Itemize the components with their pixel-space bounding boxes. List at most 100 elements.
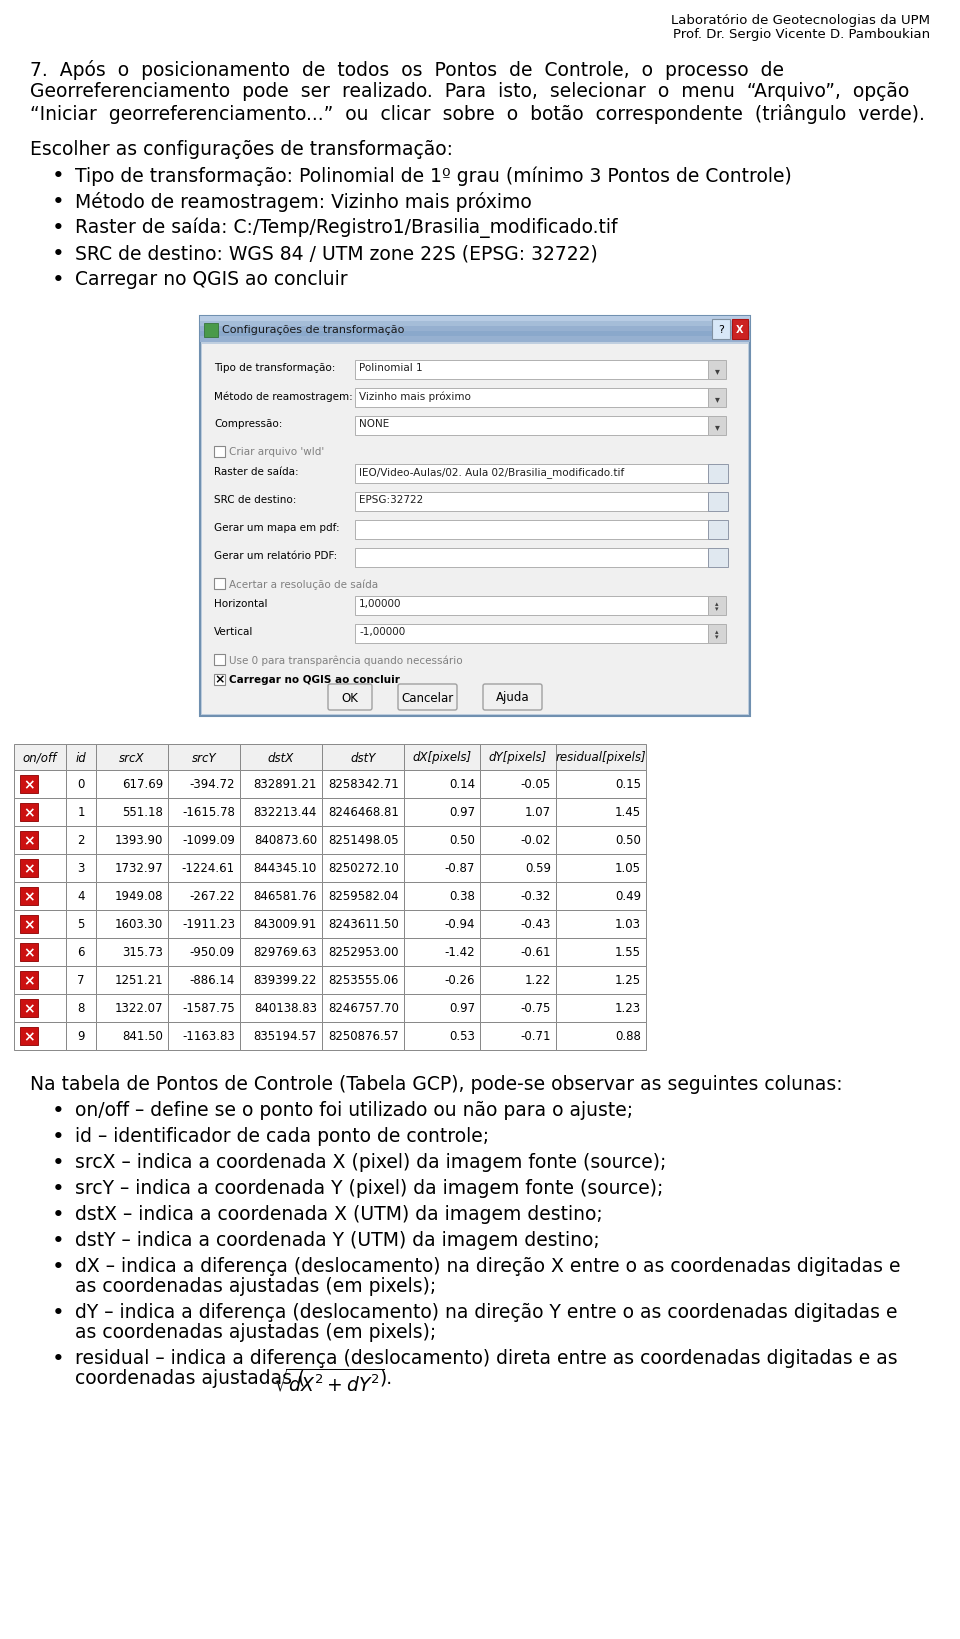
Bar <box>66 910 96 938</box>
Bar <box>14 882 66 910</box>
Bar <box>322 1023 404 1051</box>
FancyBboxPatch shape <box>398 683 457 710</box>
Text: Na tabela de Pontos de Controle (Tabela GCP), pode-se observar as seguintes colu: Na tabela de Pontos de Controle (Tabela … <box>30 1075 843 1093</box>
Text: Ajuda: Ajuda <box>495 692 529 705</box>
Text: as coordenadas ajustadas (em pixels);: as coordenadas ajustadas (em pixels); <box>75 1277 436 1296</box>
Text: on/off – define se o ponto foi utilizado ou não para o ajuste;: on/off – define se o ponto foi utilizado… <box>75 1101 634 1119</box>
Bar <box>480 1023 556 1051</box>
Text: -0.43: -0.43 <box>520 918 551 931</box>
Bar <box>404 854 480 882</box>
Bar <box>480 826 556 854</box>
Text: 0.50: 0.50 <box>449 834 475 847</box>
Text: 841.50: 841.50 <box>122 1031 163 1044</box>
Text: 8251498.05: 8251498.05 <box>328 834 399 847</box>
Bar <box>355 464 708 484</box>
Bar <box>14 744 66 770</box>
Text: Cancelar: Cancelar <box>401 692 454 705</box>
Text: 846581.76: 846581.76 <box>253 890 317 903</box>
Bar <box>480 993 556 1023</box>
Text: •: • <box>52 1205 64 1224</box>
Bar <box>480 854 556 882</box>
Text: Polinomial 1: Polinomial 1 <box>359 362 422 374</box>
Text: -1911.23: -1911.23 <box>182 918 235 931</box>
Text: -0.32: -0.32 <box>520 890 551 903</box>
Text: •: • <box>52 1101 64 1121</box>
Text: •: • <box>52 244 64 264</box>
Text: Carregar no QGIS ao concluir: Carregar no QGIS ao concluir <box>229 675 400 685</box>
Text: srcY – indica a coordenada Y (pixel) da imagem fonte (source);: srcY – indica a coordenada Y (pixel) da … <box>75 1178 663 1198</box>
Bar <box>66 798 96 826</box>
Text: •: • <box>52 1231 64 1251</box>
Bar <box>96 993 168 1023</box>
Bar <box>14 910 66 938</box>
Bar <box>556 798 646 826</box>
Text: -1,00000: -1,00000 <box>359 628 405 638</box>
Bar <box>168 965 240 993</box>
Text: srcX – indica a coordenada X (pixel) da imagem fonte (source);: srcX – indica a coordenada X (pixel) da … <box>75 1152 666 1172</box>
Text: Método de reamostragem: Vizinho mais próximo: Método de reamostragem: Vizinho mais pró… <box>75 192 532 211</box>
Bar <box>240 938 322 965</box>
Text: ×: × <box>23 946 35 960</box>
Text: 835194.57: 835194.57 <box>253 1031 317 1044</box>
Bar <box>96 770 168 798</box>
Text: -0.75: -0.75 <box>520 1003 551 1016</box>
Bar <box>14 1023 66 1051</box>
Text: srcX: srcX <box>119 752 145 764</box>
Text: •: • <box>52 166 64 185</box>
Text: 617.69: 617.69 <box>122 779 163 792</box>
Bar <box>200 321 750 326</box>
Text: 829769.63: 829769.63 <box>253 946 317 959</box>
Text: 8253555.06: 8253555.06 <box>328 975 399 988</box>
Bar <box>240 882 322 910</box>
Bar <box>20 803 38 821</box>
Bar <box>708 520 728 539</box>
Bar <box>322 910 404 938</box>
Text: SRC de destino:: SRC de destino: <box>214 495 297 505</box>
Bar <box>708 464 728 484</box>
Text: ▾: ▾ <box>714 421 719 433</box>
Text: “Iniciar  georreferenciamento...”  ou  clicar  sobre  o  botão  correspondente  : “Iniciar georreferenciamento...” ou clic… <box>30 103 924 125</box>
Text: Criar arquivo 'wld': Criar arquivo 'wld' <box>229 447 324 457</box>
Bar <box>355 520 708 539</box>
Text: 3: 3 <box>78 862 84 875</box>
Bar <box>20 1028 38 1046</box>
Bar <box>556 744 646 770</box>
Bar <box>20 775 38 793</box>
Bar <box>404 882 480 910</box>
Text: ×: × <box>23 890 35 905</box>
Bar <box>168 798 240 826</box>
Text: EPSG:32722: EPSG:32722 <box>359 495 423 505</box>
Text: ×: × <box>23 806 35 820</box>
Text: dstY – indica a coordenada Y (UTM) da imagem destino;: dstY – indica a coordenada Y (UTM) da im… <box>75 1231 600 1251</box>
Text: •: • <box>52 1178 64 1200</box>
Text: -0.26: -0.26 <box>444 975 475 988</box>
Text: 1251.21: 1251.21 <box>114 975 163 988</box>
Bar <box>14 826 66 854</box>
Bar <box>322 826 404 854</box>
Text: coordenadas ajustadas (: coordenadas ajustadas ( <box>75 1369 305 1388</box>
Text: 1.55: 1.55 <box>615 946 641 959</box>
Text: Gerar um relatório PDF:: Gerar um relatório PDF: <box>214 551 337 561</box>
Text: IEO/Video-Aulas/02. Aula 02/Brasilia_modificado.tif: IEO/Video-Aulas/02. Aula 02/Brasilia_mod… <box>359 467 624 479</box>
Text: ×: × <box>23 779 35 792</box>
Text: -950.09: -950.09 <box>190 946 235 959</box>
Text: 4: 4 <box>77 890 84 903</box>
Text: ×: × <box>23 862 35 875</box>
Text: 7: 7 <box>77 975 84 988</box>
Text: ×: × <box>214 674 225 687</box>
Text: ▴
▾: ▴ ▾ <box>715 602 719 613</box>
Text: dY[pixels]: dY[pixels] <box>489 752 547 764</box>
Bar <box>404 910 480 938</box>
Text: -0.94: -0.94 <box>444 918 475 931</box>
Text: dX – indica a diferença (deslocamento) na direção X entre o as coordenadas digit: dX – indica a diferença (deslocamento) n… <box>75 1257 900 1277</box>
Text: Gerar um mapa em pdf:: Gerar um mapa em pdf: <box>214 523 340 533</box>
Bar <box>14 993 66 1023</box>
Text: 0.14: 0.14 <box>449 779 475 792</box>
Text: 0.15: 0.15 <box>615 779 641 792</box>
Text: 1949.08: 1949.08 <box>114 890 163 903</box>
Bar <box>712 320 730 339</box>
Text: 0.88: 0.88 <box>615 1031 641 1044</box>
Text: 1.07: 1.07 <box>525 806 551 820</box>
Text: -1224.61: -1224.61 <box>181 862 235 875</box>
Bar <box>556 882 646 910</box>
